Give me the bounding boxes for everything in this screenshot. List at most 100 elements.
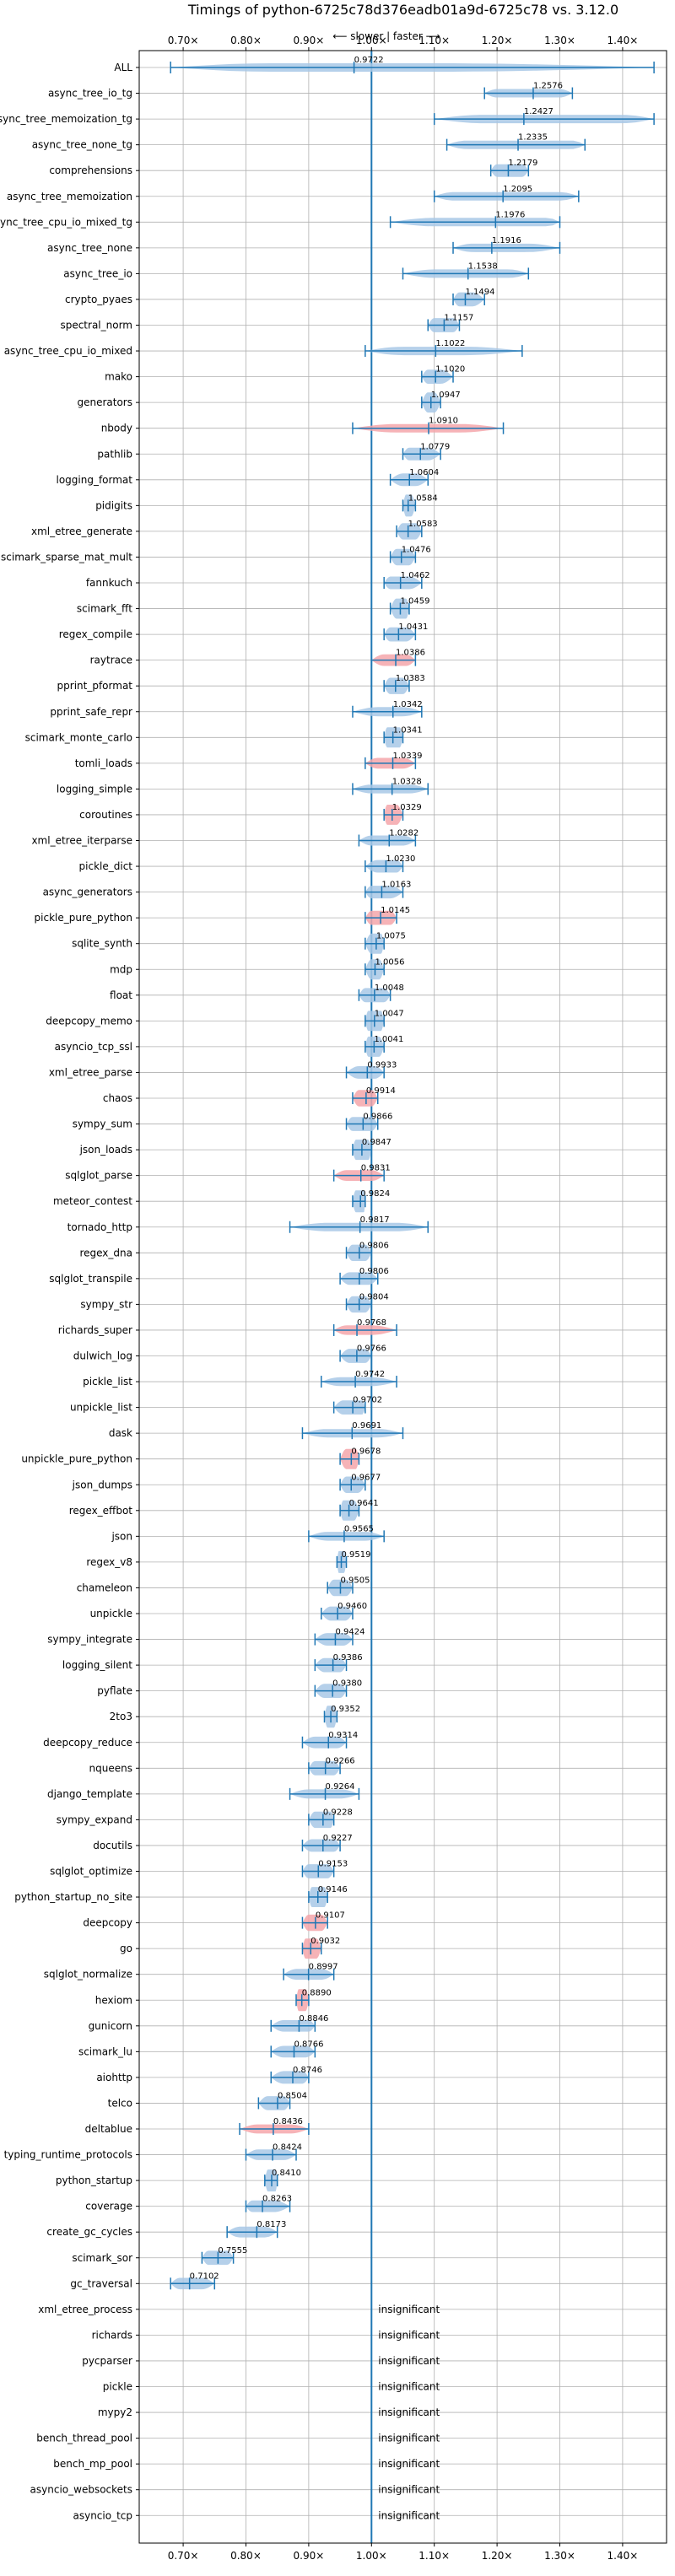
mean-value-label: 0.9824 [360, 1189, 390, 1199]
mean-value-label: 1.0583 [408, 520, 438, 529]
benchmark-label: async_tree_none_tg [32, 139, 132, 151]
benchmark-label: dulwich_log [73, 1350, 132, 1362]
insignificant-label: insignificant [378, 2381, 440, 2393]
x-tick-label-bottom: 1.40× [608, 2550, 639, 2562]
mean-value-label: 0.9424 [335, 1628, 364, 1637]
mean-value-label: 0.9702 [353, 1396, 382, 1405]
mean-value-label: 0.9460 [338, 1602, 367, 1611]
benchmark-label: 2to3 [110, 1711, 132, 1722]
benchmark-label: aiohttp [96, 2072, 132, 2083]
benchmark-label: sqlite_synth [72, 938, 132, 950]
x-tick-label-bottom: 1.00× [356, 2550, 387, 2562]
mean-value-label: 1.2576 [533, 82, 563, 91]
mean-value-label: 0.9107 [316, 1911, 345, 1921]
mean-value-label: 1.0476 [402, 545, 431, 554]
violin-layer [170, 62, 655, 2290]
x-tick-label-bottom: 1.20× [482, 2550, 513, 2562]
benchmark-label: xml_etree_process [38, 2304, 132, 2315]
benchmark-label: chaos [103, 1092, 132, 1104]
mean-value-label: 0.9380 [332, 1679, 362, 1689]
mean-value-label: 0.9153 [318, 1860, 348, 1869]
benchmark-label: coroutines [79, 809, 132, 821]
benchmark-label: fannkuch [86, 577, 132, 589]
mean-value-label: 1.0342 [393, 700, 423, 709]
mean-value-label: 1.0604 [409, 468, 439, 477]
benchmark-label: deltablue [85, 2123, 132, 2135]
axis-layer: 0.70× 0.70× 0.80× 0.80× 0.90× 0.90× 1.00× 1.00×… [0, 35, 638, 2562]
mean-value-label: 1.0462 [401, 571, 430, 580]
benchmark-label: spectral_norm [60, 320, 132, 331]
mean-value-label: 0.8997 [309, 1963, 338, 1972]
benchmark-label: coverage [85, 2201, 132, 2212]
benchmark-label: docutils [93, 1840, 132, 1851]
benchmark-label: pickle [103, 2381, 132, 2393]
label-layer: 0.9722 1.2576 1.2427 1.2335 1.2179 1.2095 1.19… [190, 56, 563, 2521]
benchmark-label: asyncio_tcp [73, 2509, 132, 2521]
benchmark-label: go [120, 1943, 132, 1954]
benchmark-label: sympy_sum [73, 1118, 132, 1130]
benchmark-label: tornado_http [68, 1221, 132, 1233]
mean-value-label: 0.9722 [354, 56, 384, 65]
x-tick-label-bottom: 1.10× [418, 2550, 450, 2562]
mean-value-label: 1.0339 [393, 752, 423, 761]
mean-value-label: 0.8504 [278, 2091, 307, 2100]
mean-value-label: 1.0282 [389, 829, 418, 838]
mean-value-label: 0.8890 [302, 1988, 332, 1997]
benchmark-label: dask [109, 1427, 132, 1439]
benchmark-label: pprint_pformat [57, 680, 133, 692]
mean-value-label: 0.9804 [359, 1292, 389, 1301]
benchmark-label: sqlglot_parse [65, 1170, 132, 1182]
benchmark-label: scimark_monte_carlo [25, 731, 132, 743]
benchmark-label: asyncio_websockets [30, 2484, 132, 2496]
benchmark-label: unpickle_pure_python [21, 1453, 132, 1465]
mean-value-label: 0.9678 [351, 1447, 381, 1457]
mean-value-label: 1.0230 [386, 854, 415, 864]
mean-value-label: 0.9227 [323, 1834, 353, 1843]
mean-value-label: 0.9386 [333, 1653, 363, 1663]
mean-value-label: 1.0431 [398, 622, 428, 632]
insignificant-label: insignificant [378, 2458, 440, 2470]
benchmark-label: async_tree_memoization [7, 191, 132, 202]
benchmark-label: async_generators [43, 887, 132, 898]
benchmark-label: nqueens [89, 1762, 132, 1774]
mean-value-label: 0.9314 [328, 1731, 358, 1740]
benchmark-label: logging_format [56, 474, 132, 486]
mean-value-label: 0.8436 [273, 2117, 303, 2126]
benchmark-label: sqlglot_optimize [50, 1866, 132, 1878]
benchmark-label: telco [108, 2097, 132, 2109]
mean-value-label: 1.1916 [492, 236, 521, 245]
insignificant-label: insignificant [378, 2355, 440, 2367]
benchmark-label: pprint_safe_repr [50, 706, 132, 718]
mean-value-label: 0.9032 [310, 1937, 340, 1946]
mean-value-label: 0.9817 [360, 1215, 390, 1225]
benchmark-label: mdp [110, 963, 132, 975]
mean-value-label: 0.9768 [357, 1318, 386, 1328]
benchmark-label: pyflate [97, 1685, 132, 1697]
benchmark-label: xml_etree_generate [31, 525, 132, 537]
mean-value-label: 1.1494 [465, 288, 494, 297]
benchmark-label: python_startup_no_site [14, 1891, 132, 1903]
benchmark-label: regex_compile [59, 628, 132, 640]
benchmark-label: gc_traversal [70, 2277, 132, 2289]
mean-value-label: 0.8263 [262, 2195, 292, 2204]
benchmark-label: hexiom [95, 1994, 132, 2006]
mean-value-label: 0.9641 [349, 1499, 379, 1508]
mean-value-label: 0.9352 [331, 1705, 360, 1714]
benchmark-label: async_tree_memoization_tg [0, 113, 132, 125]
benchmark-label: pickle_pure_python [35, 912, 132, 924]
mean-value-label: 1.1157 [444, 314, 473, 323]
x-tick-label-top: 1.30× [544, 35, 575, 46]
mean-value-label: 1.0341 [393, 725, 423, 735]
benchmark-label: meteor_contest [53, 1195, 132, 1207]
benchmark-label: scimark_sparse_mat_mult [1, 551, 132, 563]
mean-value-label: 0.7555 [218, 2246, 247, 2255]
insignificant-label: insignificant [378, 2433, 440, 2444]
benchmark-label: bench_mp_pool [53, 2458, 132, 2470]
mean-value-label: 0.9866 [363, 1113, 392, 1122]
insignificant-label: insignificant [378, 2304, 440, 2315]
benchmark-label: json [111, 1530, 132, 1542]
benchmark-label: pickle_dict [79, 860, 133, 872]
mean-value-label: 0.9806 [359, 1241, 389, 1250]
